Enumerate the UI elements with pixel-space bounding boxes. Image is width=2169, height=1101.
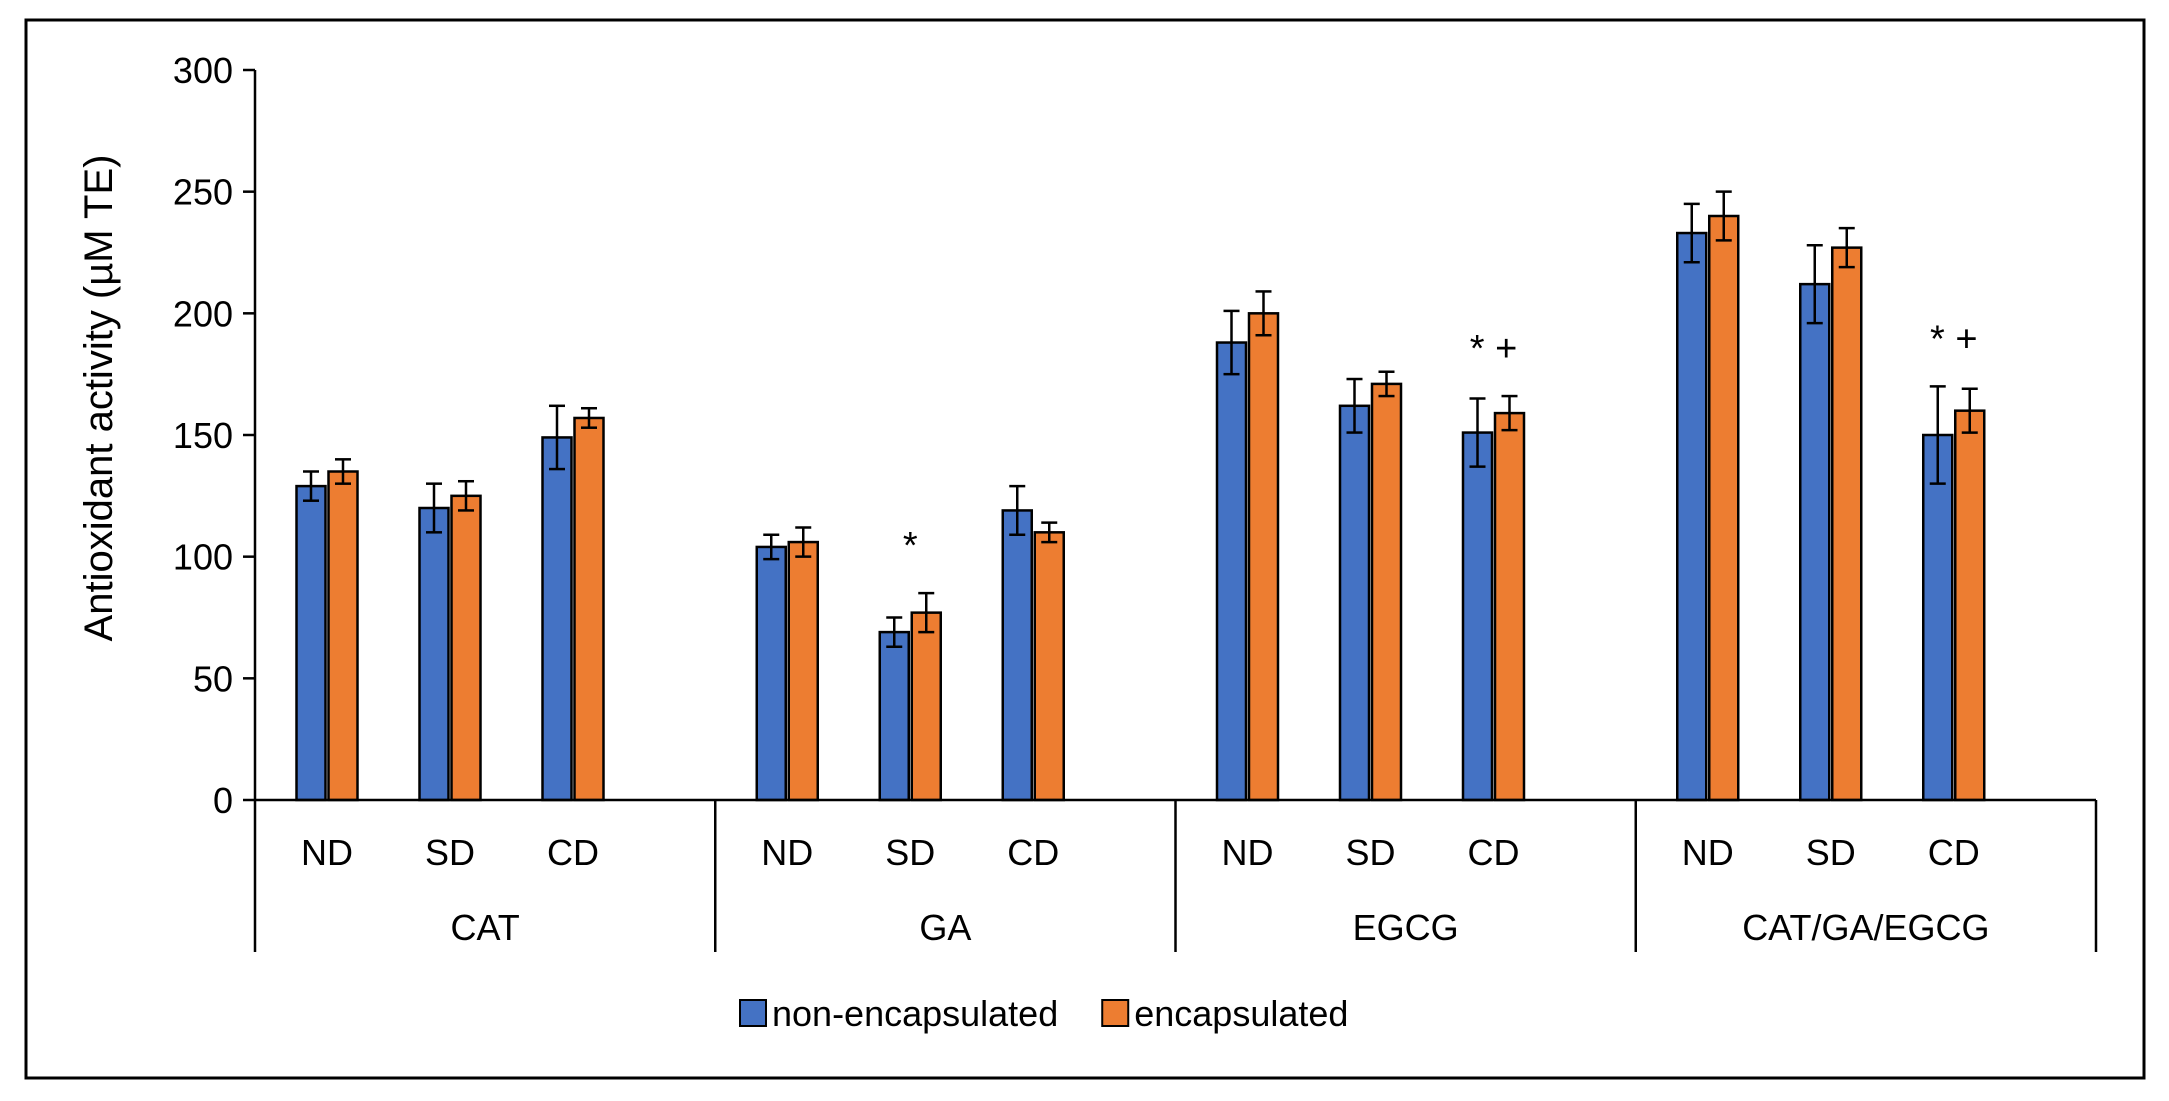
x-category-label: SD — [885, 832, 935, 873]
chart-frame — [24, 18, 2146, 1080]
x-category-label: CD — [547, 832, 599, 873]
bar-encapsulated — [1033, 531, 1065, 802]
y-tick-label: 250 — [173, 172, 233, 213]
y-tick-label: 50 — [193, 658, 233, 699]
error-bars — [303, 190, 1978, 648]
bar-non-encapsulated — [1215, 341, 1248, 802]
x-category-label: CD — [1007, 832, 1059, 873]
x-group-label: CAT/GA/EGCG — [1742, 907, 1989, 948]
legend: non-encapsulated encapsulated — [739, 993, 1348, 1034]
y-tick-label: 100 — [173, 537, 233, 578]
y-axis: 0 50 100 150 200 250 300 — [173, 50, 257, 821]
bar-encapsulated — [1493, 411, 1526, 802]
bar-non-encapsulated — [878, 630, 910, 802]
bar-non-encapsulated — [755, 545, 787, 802]
x-group-label: EGCG — [1353, 907, 1459, 948]
bar-non-encapsulated — [1676, 231, 1708, 802]
x-category-label: CD — [1468, 832, 1520, 873]
legend-label: non-encapsulated — [772, 993, 1058, 1034]
bar-non-encapsulated — [1338, 404, 1371, 802]
significance-marker: * — [903, 525, 918, 567]
x-category-label: ND — [301, 832, 353, 873]
bar-non-encapsulated — [541, 436, 573, 802]
x-group-label: CAT — [450, 907, 519, 948]
x-category-label: SD — [1806, 832, 1856, 873]
bar-encapsulated — [1247, 312, 1280, 802]
bar-encapsulated — [910, 611, 942, 802]
bar-non-encapsulated — [295, 484, 327, 802]
bar-non-encapsulated — [1799, 282, 1831, 802]
bar-encapsulated — [1831, 246, 1863, 802]
x-category-label: ND — [1682, 832, 1734, 873]
y-axis-label: Antioxidant activity (µM TE) — [77, 155, 121, 642]
bar-encapsulated — [450, 494, 482, 802]
x-category-label: SD — [1345, 832, 1395, 873]
x-category-label: SD — [425, 832, 475, 873]
x-group-label: GA — [919, 907, 971, 948]
legend-swatch — [739, 999, 767, 1027]
x-category-label: CD — [1928, 832, 1980, 873]
bar-encapsulated — [1708, 214, 1740, 802]
bar-encapsulated — [1954, 409, 1986, 802]
bar-non-encapsulated — [1461, 431, 1494, 802]
y-tick-label: 300 — [173, 50, 233, 91]
y-tick-label: 150 — [173, 415, 233, 456]
bar-encapsulated — [1370, 382, 1403, 802]
bar-encapsulated — [573, 416, 605, 802]
bar-encapsulated — [327, 470, 359, 802]
legend-label: encapsulated — [1134, 993, 1348, 1034]
x-category-label: ND — [761, 832, 813, 873]
y-tick-label: 200 — [173, 293, 233, 334]
significance-marker: * + — [1470, 328, 1518, 370]
y-tick-label: 0 — [213, 780, 233, 821]
bar-non-encapsulated — [1001, 509, 1033, 802]
bar-non-encapsulated — [418, 506, 450, 802]
bars — [295, 214, 1986, 802]
significance-marker: * + — [1930, 318, 1978, 360]
x-category-label: ND — [1222, 832, 1274, 873]
annotations: * * + * + — [903, 318, 1978, 567]
bar-non-encapsulated — [1922, 433, 1954, 802]
legend-swatch — [1101, 999, 1130, 1027]
bar-encapsulated — [787, 540, 819, 802]
